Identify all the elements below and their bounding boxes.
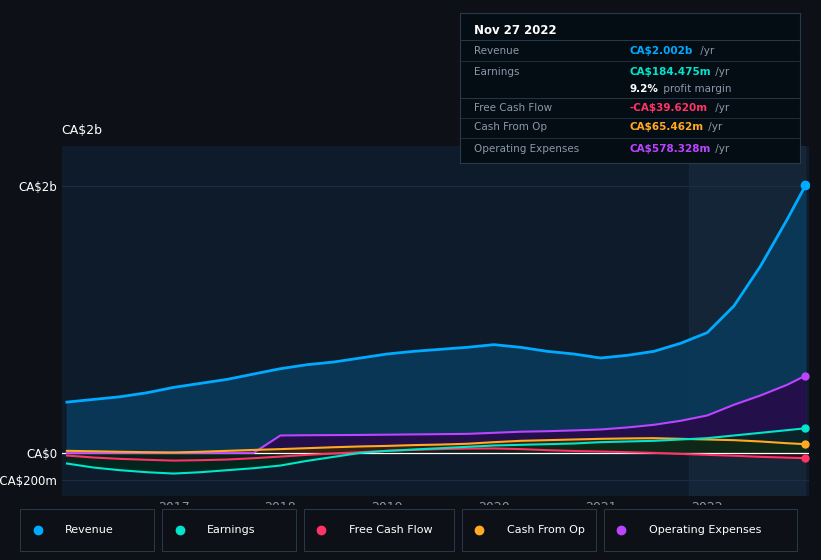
Text: /yr: /yr	[713, 143, 730, 153]
Text: profit margin: profit margin	[660, 83, 732, 94]
Text: Operating Expenses: Operating Expenses	[474, 143, 579, 153]
Bar	[689, 146, 805, 496]
Text: /yr: /yr	[704, 123, 722, 133]
Text: /yr: /yr	[697, 46, 714, 56]
Text: Operating Expenses: Operating Expenses	[649, 525, 761, 535]
FancyBboxPatch shape	[304, 509, 454, 551]
Text: -CA$39.620m: -CA$39.620m	[630, 103, 709, 113]
FancyBboxPatch shape	[603, 509, 796, 551]
FancyBboxPatch shape	[461, 509, 596, 551]
Text: Revenue: Revenue	[66, 525, 114, 535]
Text: CA$65.462m: CA$65.462m	[630, 123, 704, 133]
FancyBboxPatch shape	[21, 509, 154, 551]
Text: CA$2.002b: CA$2.002b	[630, 46, 694, 56]
Text: CA$184.475m: CA$184.475m	[630, 67, 712, 77]
Text: Cash From Op: Cash From Op	[474, 123, 547, 133]
Text: Cash From Op: Cash From Op	[507, 525, 585, 535]
Text: /yr: /yr	[713, 67, 730, 77]
Text: Earnings: Earnings	[474, 67, 519, 77]
Text: 9.2%: 9.2%	[630, 83, 659, 94]
Text: Nov 27 2022: Nov 27 2022	[474, 24, 556, 36]
Text: CA$2b: CA$2b	[62, 124, 103, 137]
Text: Revenue: Revenue	[474, 46, 519, 56]
FancyBboxPatch shape	[163, 509, 296, 551]
Text: Free Cash Flow: Free Cash Flow	[474, 103, 552, 113]
Text: CA$578.328m: CA$578.328m	[630, 143, 711, 153]
Text: Earnings: Earnings	[207, 525, 255, 535]
Text: Free Cash Flow: Free Cash Flow	[349, 525, 433, 535]
Text: /yr: /yr	[713, 103, 730, 113]
